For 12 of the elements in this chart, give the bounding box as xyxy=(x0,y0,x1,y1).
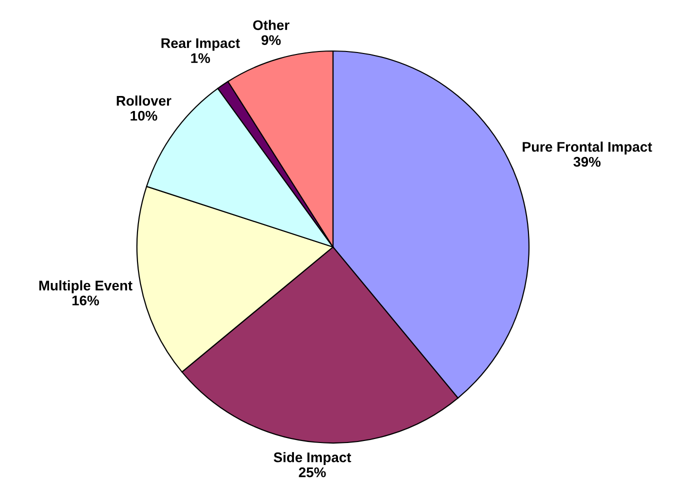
slice-label: Rear Impact xyxy=(162,38,240,51)
data-label: 16% xyxy=(72,296,99,306)
slice-label: Multiple Event xyxy=(39,280,132,294)
data-label: 10% xyxy=(130,110,158,121)
slice-label: Other xyxy=(253,20,290,30)
data-label: 39% xyxy=(573,156,601,167)
slice-label: Pure Frontal Impact xyxy=(522,142,652,155)
slice-label: Rollover xyxy=(116,96,172,106)
data-label: 25% xyxy=(298,467,326,478)
slice-label: Side Impact xyxy=(274,452,352,466)
data-label: 9% xyxy=(262,35,281,46)
data-label: 1% xyxy=(191,53,210,63)
